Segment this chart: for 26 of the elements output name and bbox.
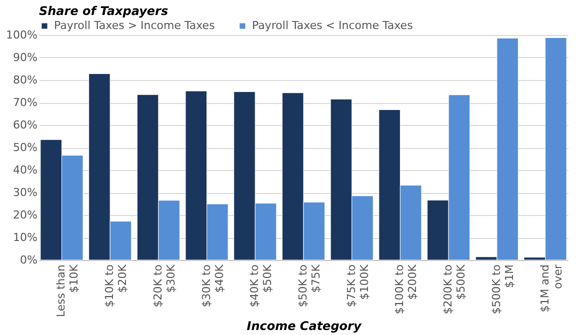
legend-label: Payroll Taxes < Income Taxes [252,18,414,32]
x-tick-label: $200K to $500K [442,264,468,314]
x-tick-label: Less than $10K [54,264,81,318]
x-tick-label: $100K to $200K [393,264,420,314]
x-tick-label: $10K to $20K [103,264,130,308]
y-tick-label: 30% [13,186,38,199]
y-tick-label: 80% [13,74,38,86]
y-tick-label: 90% [13,51,38,64]
chart-title: Share of Taxpayers [39,4,168,18]
x-tick-label: $30K to $40K [200,264,226,308]
x-tick-label: $40K to $50K [248,264,274,308]
y-tick-label: 40% [13,164,38,176]
x-tick-label: $500K to $1M [490,264,516,314]
y-tick-label: 0% [20,254,38,266]
y-tick-label: 50% [13,141,38,154]
x-axis-title: Income Category [246,319,362,334]
y-tick-label: 10% [13,231,38,244]
y-tick-label: 60% [13,118,38,132]
y-tick-label: 70% [13,96,38,109]
x-tick-label: $1M and over [538,264,564,312]
legend-label: Payroll Taxes > Income Taxes [54,18,216,32]
y-tick-label: 20% [13,208,38,222]
x-tick-label: $75K to $100K [344,264,371,308]
x-tick-label: $50K to $75K [296,264,322,308]
y-tick-label: 100% [6,28,38,42]
x-tick-label: $20K to $30K [151,264,178,308]
